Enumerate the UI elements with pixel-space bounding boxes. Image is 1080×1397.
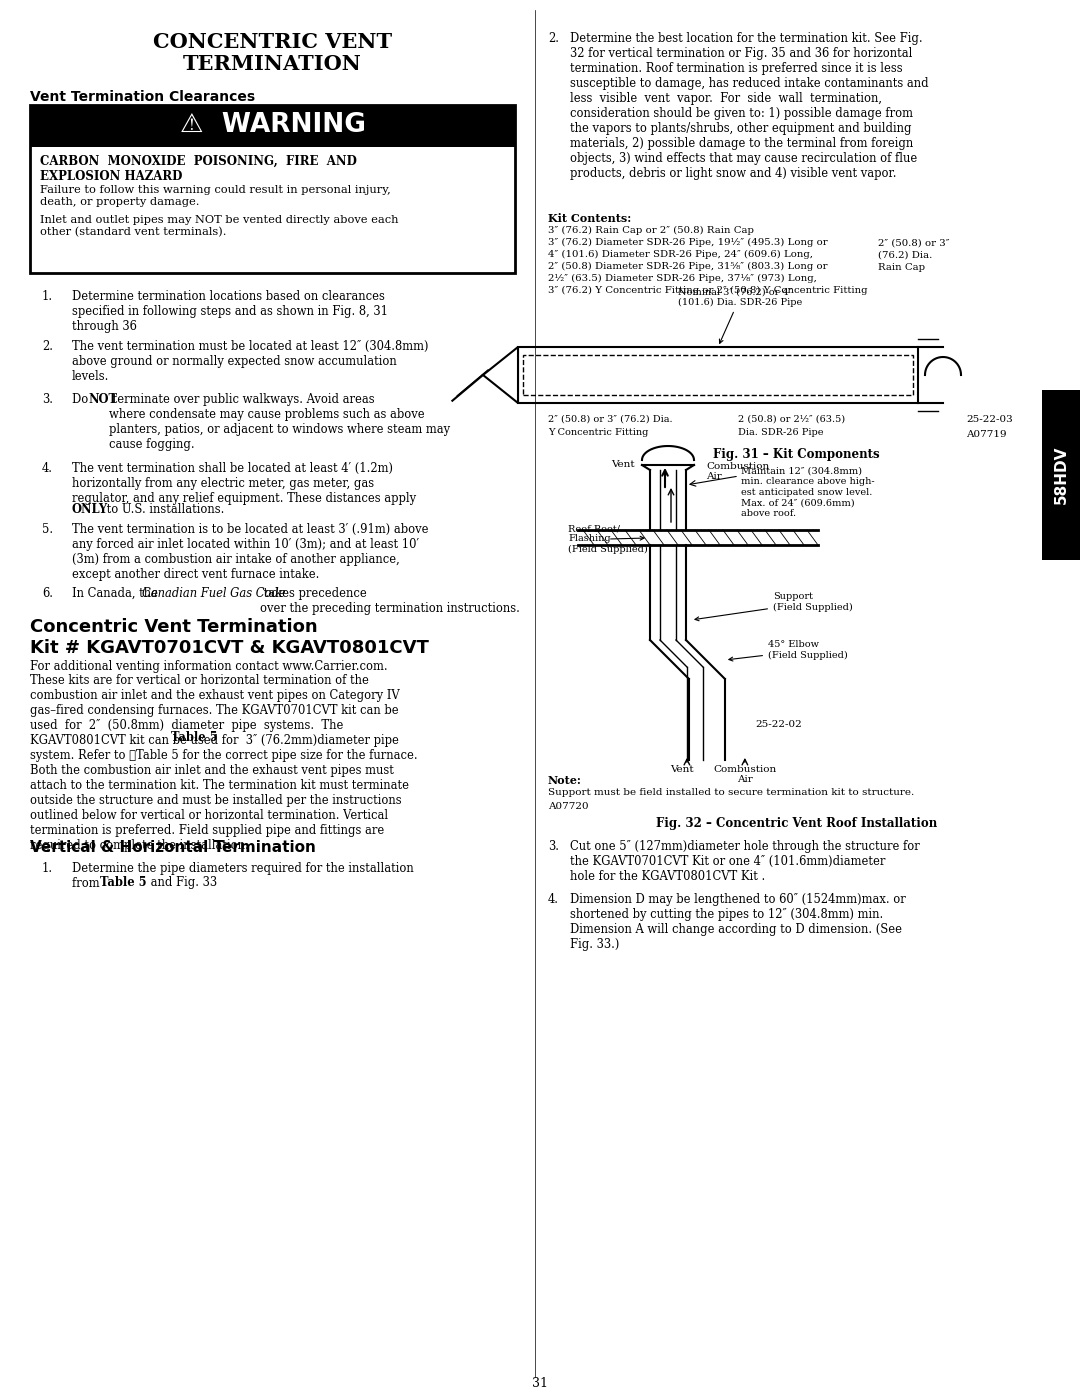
Text: CONCENTRIC VENT: CONCENTRIC VENT	[153, 32, 392, 52]
Text: Determine the pipe diameters required for the installation
from: Determine the pipe diameters required fo…	[72, 862, 414, 890]
Text: Vent: Vent	[670, 766, 693, 774]
Text: Kit # KGAVT0701CVT & KGAVT0801CVT: Kit # KGAVT0701CVT & KGAVT0801CVT	[30, 638, 429, 657]
Text: CARBON  MONOXIDE  POISONING,  FIRE  AND
EXPLOSION HAZARD: CARBON MONOXIDE POISONING, FIRE AND EXPL…	[40, 155, 356, 183]
Polygon shape	[483, 346, 518, 402]
Text: The vent termination shall be located at least 4′ (1.2m)
horizontally from any e: The vent termination shall be located at…	[72, 462, 416, 504]
Text: Support
(Field Supplied): Support (Field Supplied)	[694, 592, 853, 620]
Text: 4.: 4.	[42, 462, 53, 475]
Text: 31: 31	[532, 1377, 548, 1390]
Text: 4″ (101.6) Diameter SDR-26 Pipe, 24″ (609.6) Long,: 4″ (101.6) Diameter SDR-26 Pipe, 24″ (60…	[548, 250, 813, 258]
Text: 58HDV: 58HDV	[1053, 446, 1068, 504]
Text: 2¹⁄₂″ (63.5) Diameter SDR-26 Pipe, 37¹⁄₈″ (973) Long,: 2¹⁄₂″ (63.5) Diameter SDR-26 Pipe, 37¹⁄₈…	[548, 274, 816, 284]
Text: NOT: NOT	[87, 393, 117, 407]
Bar	[518, 346, 918, 402]
Text: These kits are for vertical or horizontal termination of the
combustion air inle: These kits are for vertical or horizonta…	[30, 673, 418, 852]
Bar	[523, 355, 913, 395]
Text: Nominal 3″ (76.2) or 4″
(101.6) Dia. SDR-26 Pipe: Nominal 3″ (76.2) or 4″ (101.6) Dia. SDR…	[678, 288, 802, 344]
Text: Determine the best location for the termination kit. See Fig.
32 for vertical te: Determine the best location for the term…	[570, 32, 929, 180]
Text: Fig. 32 – Concentric Vent Roof Installation: Fig. 32 – Concentric Vent Roof Installat…	[656, 817, 937, 830]
Text: Support must be field installed to secure termination kit to structure.: Support must be field installed to secur…	[548, 788, 915, 798]
Text: For additional venting information contact www.Carrier.com.: For additional venting information conta…	[30, 659, 388, 673]
Text: Dia. SDR-26 Pipe: Dia. SDR-26 Pipe	[738, 427, 824, 437]
Text: Combustion
Air: Combustion Air	[713, 766, 777, 784]
Text: 2″ (50.8) or 3″: 2″ (50.8) or 3″	[878, 239, 949, 249]
Text: The vent termination must be located at least 12″ (304.8mm)
above ground or norm: The vent termination must be located at …	[72, 339, 429, 383]
Text: 3.: 3.	[548, 840, 559, 854]
Text: to U.S. installations.: to U.S. installations.	[103, 503, 225, 515]
Text: 2.: 2.	[42, 339, 53, 353]
Bar	[30, 105, 515, 147]
Text: ONLY: ONLY	[72, 503, 108, 515]
Text: 5.: 5.	[42, 522, 53, 536]
Text: Fig. 31 – Kit Components: Fig. 31 – Kit Components	[713, 448, 880, 461]
Text: Vent Termination Clearances: Vent Termination Clearances	[30, 89, 255, 103]
Text: and Fig. 33: and Fig. 33	[147, 876, 217, 888]
Text: Dimension D may be lengthened to 60″ (1524mm)max. or
shortened by cutting the pi: Dimension D may be lengthened to 60″ (15…	[570, 893, 906, 951]
Text: In Canada, the: In Canada, the	[72, 587, 162, 599]
Text: A07720: A07720	[548, 802, 589, 812]
Bar	[30, 105, 515, 272]
Text: Vent: Vent	[611, 460, 635, 469]
Text: Rain Cap: Rain Cap	[878, 263, 926, 272]
Text: Roof Boot/
Flashing
(Field Supplied): Roof Boot/ Flashing (Field Supplied)	[568, 524, 648, 555]
Text: Table 5: Table 5	[171, 731, 218, 745]
Text: 1.: 1.	[42, 291, 53, 303]
Text: 4.: 4.	[548, 893, 559, 907]
Text: Failure to follow this warning could result in personal injury,
death, or proper: Failure to follow this warning could res…	[40, 184, 391, 207]
Text: ⚠  WARNING: ⚠ WARNING	[179, 112, 365, 138]
Text: 3″ (76.2) Rain Cap or 2″ (50.8) Rain Cap: 3″ (76.2) Rain Cap or 2″ (50.8) Rain Cap	[548, 226, 754, 235]
Text: Cut one 5″ (127mm)diameter hole through the structure for
the KGAVT0701CVT Kit o: Cut one 5″ (127mm)diameter hole through …	[570, 840, 920, 883]
Text: 3″ (76.2) Diameter SDR-26 Pipe, 19¹⁄₂″ (495.3) Long or: 3″ (76.2) Diameter SDR-26 Pipe, 19¹⁄₂″ (…	[548, 237, 827, 247]
Text: The vent termination is to be located at least 3′ (.91m) above
any forced air in: The vent termination is to be located at…	[72, 522, 429, 581]
Text: 2″ (50.8) or 3″ (76.2) Dia.: 2″ (50.8) or 3″ (76.2) Dia.	[548, 415, 673, 425]
Text: Inlet and outlet pipes may NOT be vented directly above each
other (standard ven: Inlet and outlet pipes may NOT be vented…	[40, 215, 399, 237]
Text: takes precedence
over the preceding termination instructions.: takes precedence over the preceding term…	[260, 587, 519, 615]
Text: Note:: Note:	[548, 775, 582, 787]
Text: 45° Elbow
(Field Supplied): 45° Elbow (Field Supplied)	[729, 640, 848, 661]
Text: 3″ (76.2) Y Concentric Fitting or 2″ (50.8) Y Concentric Fitting: 3″ (76.2) Y Concentric Fitting or 2″ (50…	[548, 286, 867, 295]
Text: Concentric Vent Termination: Concentric Vent Termination	[30, 617, 318, 636]
Text: 1.: 1.	[42, 862, 53, 875]
Text: 2 (50.8) or 2¹⁄₂″ (63.5): 2 (50.8) or 2¹⁄₂″ (63.5)	[738, 415, 846, 425]
Text: A07719: A07719	[966, 430, 1007, 439]
Bar	[1042, 390, 1080, 560]
Text: terminate over public walkways. Avoid areas
where condensate may cause problems : terminate over public walkways. Avoid ar…	[109, 393, 450, 451]
Text: TERMINATION: TERMINATION	[184, 54, 362, 74]
Text: 25-22-03: 25-22-03	[966, 415, 1013, 425]
Text: Determine termination locations based on clearances
specified in following steps: Determine termination locations based on…	[72, 291, 388, 332]
Text: Vertical & Horizontal Termination: Vertical & Horizontal Termination	[30, 840, 315, 855]
Text: Canadian Fuel Gas Code: Canadian Fuel Gas Code	[141, 587, 285, 599]
Text: Y Concentric Fitting: Y Concentric Fitting	[548, 427, 648, 437]
Text: 25-22-02: 25-22-02	[755, 719, 801, 729]
Text: Maintain 12″ (304.8mm)
min. clearance above high-
est anticipated snow level.
Ma: Maintain 12″ (304.8mm) min. clearance ab…	[741, 467, 875, 518]
Text: Kit Contents:: Kit Contents:	[548, 212, 631, 224]
Text: 2″ (50.8) Diameter SDR-26 Pipe, 31⁵⁄₈″ (803.3) Long or: 2″ (50.8) Diameter SDR-26 Pipe, 31⁵⁄₈″ (…	[548, 263, 827, 271]
Text: Table 5: Table 5	[100, 876, 147, 888]
Text: 3.: 3.	[42, 393, 53, 407]
Text: (76.2) Dia.: (76.2) Dia.	[878, 251, 932, 260]
Text: 6.: 6.	[42, 587, 53, 599]
Text: 2.: 2.	[548, 32, 559, 45]
Text: Combustion
Air: Combustion Air	[706, 462, 769, 482]
Text: Do: Do	[72, 393, 92, 407]
